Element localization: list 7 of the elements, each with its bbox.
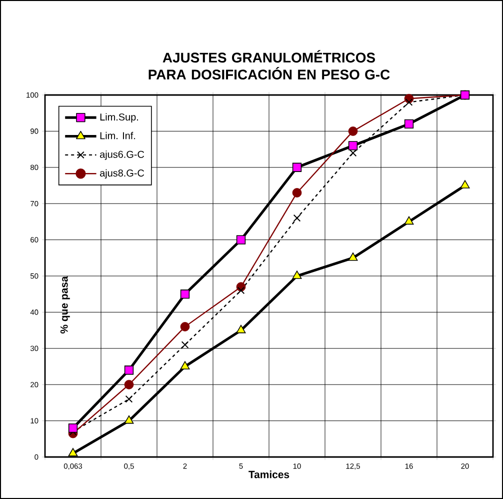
legend-label: Lim.Sup. <box>100 113 138 123</box>
x-axis-title: Tamices <box>248 470 290 478</box>
y-axis-title: % que pasa <box>60 276 70 334</box>
legend-label: Lim. Inf. <box>100 132 136 140</box>
chart-title: AJUSTES GRANULOMÉTRICOS PARA DOSIFICACIÓN EN PESO G-C <box>148 50 390 80</box>
legend-label: ajus8.G-C <box>100 169 144 179</box>
legend-label: ajus6.G-C <box>100 150 144 160</box>
